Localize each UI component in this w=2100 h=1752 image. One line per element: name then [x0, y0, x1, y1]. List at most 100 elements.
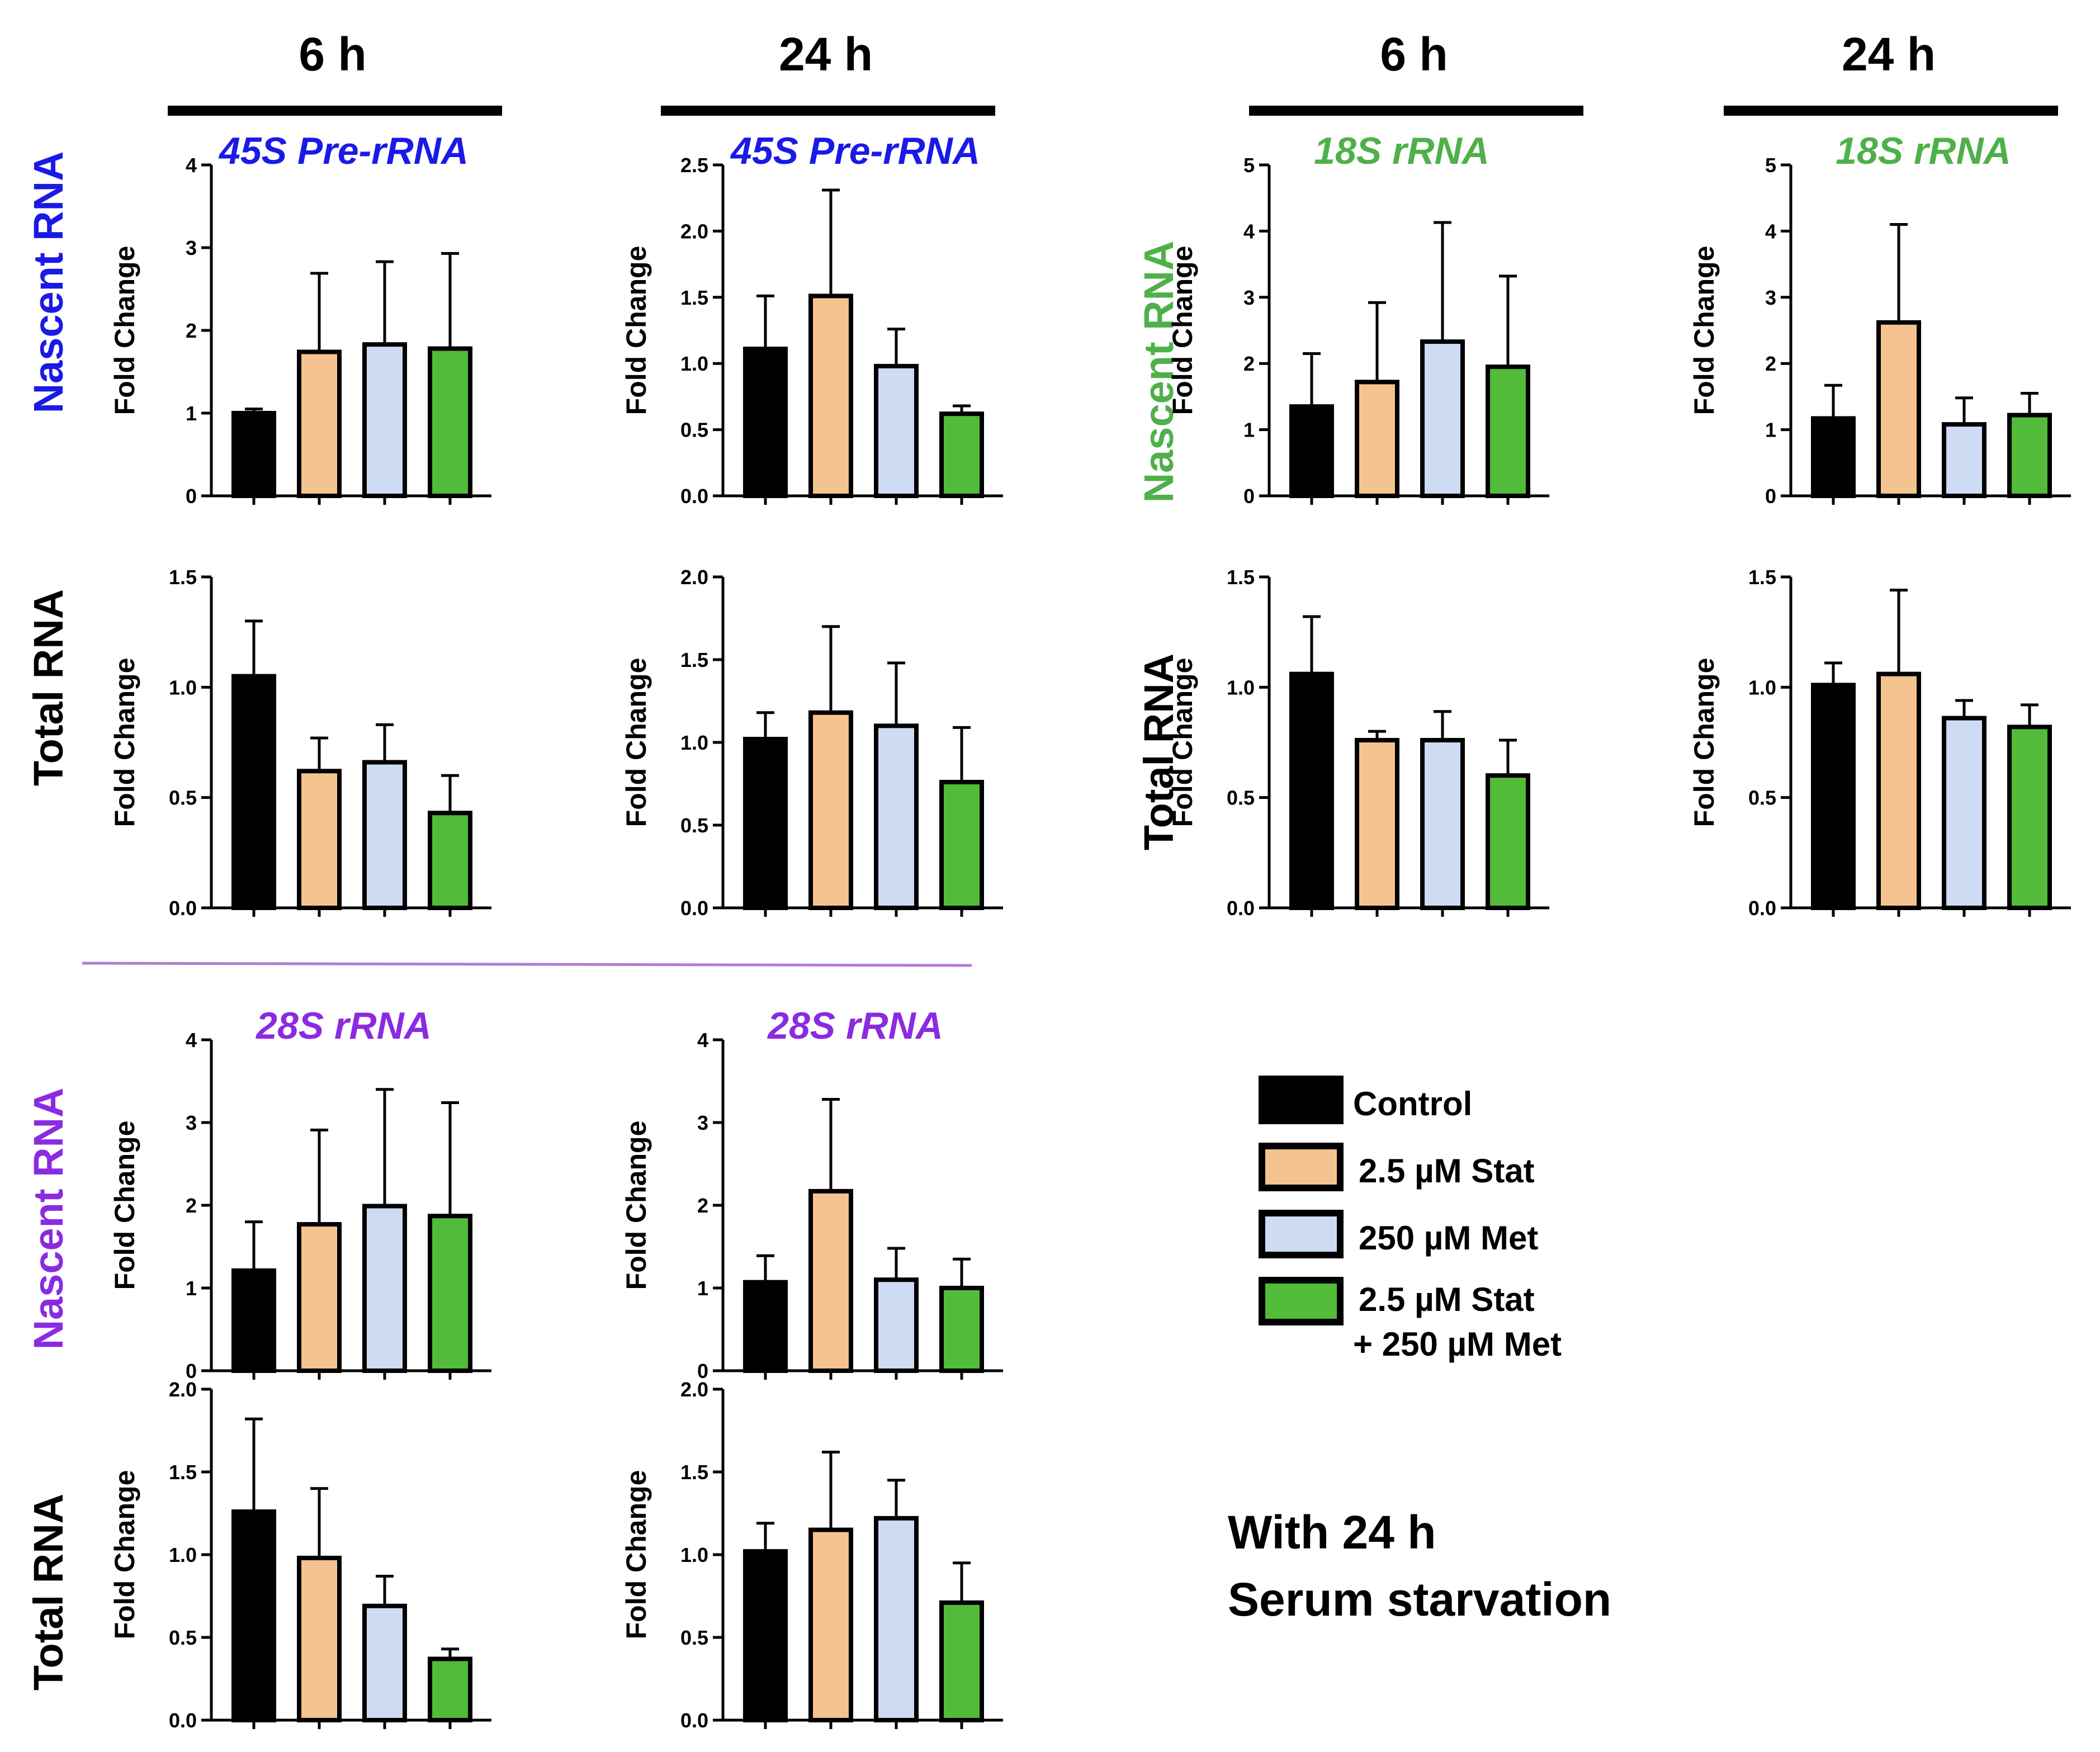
y-tick-label: 2.0 [680, 566, 708, 589]
bar-combo [939, 1600, 984, 1723]
chart-panel-45s-6h-total: 0.0 0.5 1.0 1.5 Fold Change [109, 566, 491, 920]
y-tick-label: 3 [186, 236, 197, 259]
y-axis-label: Fold Change [1688, 246, 1720, 415]
y-tick-label: 1 [697, 1277, 708, 1300]
bar-combo [428, 811, 472, 910]
y-axis-label: Fold Change [109, 658, 140, 827]
note-line-1: With 24 h [1228, 1506, 1436, 1559]
y-axis-label: Fold Change [109, 1470, 140, 1640]
y-tick-label: 2 [1765, 352, 1776, 375]
bar-combo [939, 780, 984, 911]
y-tick-label: 0 [1765, 485, 1776, 508]
y-axis-label: Fold Change [1167, 658, 1198, 827]
y-tick-label: 2.0 [680, 1378, 708, 1401]
y-axis-label: Fold Change [109, 1121, 140, 1290]
legend-swatch-stat [1259, 1143, 1344, 1191]
y-tick-label: 0.5 [169, 1626, 197, 1649]
bar-stat [1355, 380, 1399, 498]
y-tick-label: 5 [1765, 154, 1776, 177]
bar-control [743, 1549, 788, 1723]
y-tick-label: 0.0 [1748, 897, 1776, 920]
column-header-24h-18s: 24 h [1842, 28, 1936, 81]
bar-control [743, 1280, 788, 1373]
bar-met [874, 363, 919, 498]
chart-title: 28S rRNA [255, 1005, 432, 1047]
y-tick-label: 0.0 [1227, 897, 1255, 920]
y-axis-label: Fold Change [621, 1470, 652, 1640]
y-tick-label: 0.5 [1227, 787, 1255, 809]
chart-panel-28s-24h-nascent: 0 1 2 3 4 Fold Change 28S rRNA [621, 1005, 1003, 1382]
bar-control [231, 674, 276, 910]
y-tick-label: 4 [186, 154, 197, 177]
bar-stat [1876, 320, 1921, 498]
bar-control [231, 1509, 276, 1723]
y-tick-label: 1.5 [680, 1461, 708, 1484]
y-tick-label: 0.0 [680, 897, 708, 920]
chart-panel-28s-6h-nascent: 0 1 2 3 4 Fold Change 28S rRNA [109, 1005, 491, 1382]
bar-met [362, 342, 407, 498]
bar-combo [1486, 773, 1530, 910]
y-tick-label: 1 [1243, 419, 1255, 442]
y-tick-label: 3 [1243, 286, 1255, 309]
y-tick-label: 1.5 [1748, 566, 1776, 589]
column-header-6h-18s: 6 h [1380, 28, 1448, 81]
y-axis-label: Fold Change [1167, 246, 1198, 415]
chart-title: 18S rRNA [1836, 130, 2011, 172]
y-tick-label: 4 [1765, 220, 1776, 243]
legend-swatch-combo [1259, 1277, 1344, 1325]
y-tick-label: 0.0 [169, 1709, 197, 1732]
y-tick-label: 1.5 [169, 1461, 197, 1484]
y-tick-label: 3 [1765, 286, 1776, 309]
y-tick-label: 2.0 [169, 1378, 197, 1401]
legend-label-control: Control [1353, 1085, 1472, 1123]
bar-combo [1486, 364, 1530, 498]
chart-panel-18s-24h-nascent: 0 1 2 3 4 5 Fold Change 18S rRNA [1688, 130, 2071, 508]
y-tick-label: 1.5 [680, 286, 708, 309]
bar-stat [297, 349, 342, 498]
chart-title: 45S Pre-rRNA [218, 130, 469, 172]
chart-title: 18S rRNA [1314, 130, 1489, 172]
bar-met [1942, 422, 1987, 498]
y-axis-label: Fold Change [109, 246, 140, 415]
y-tick-label: 2 [186, 1194, 197, 1217]
bar-met [874, 1516, 919, 1722]
y-tick-label: 2 [186, 319, 197, 342]
bar-combo [2007, 413, 2052, 498]
y-tick-label: 1.0 [680, 1543, 708, 1566]
bar-control [1289, 404, 1334, 498]
bar-combo [428, 1214, 472, 1373]
y-tick-label: 1.0 [1227, 676, 1255, 699]
y-tick-label: 1.0 [169, 1543, 197, 1566]
legend-label-met: 250 µM Met [1359, 1219, 1538, 1257]
y-tick-label: 2.5 [680, 154, 708, 177]
y-tick-label: 0 [1243, 485, 1255, 508]
bar-stat [297, 1222, 342, 1374]
section-divider [82, 962, 972, 967]
y-tick-label: 0 [697, 1360, 708, 1382]
y-tick-label: 1 [1765, 419, 1776, 442]
column-header-6h-45s: 6 h [299, 28, 366, 81]
legend-label-combo-line1: 2.5 µM Stat [1359, 1281, 1535, 1318]
y-tick-label: 4 [697, 1029, 708, 1052]
y-tick-label: 0.0 [169, 897, 197, 920]
y-axis-label: Fold Change [1688, 658, 1720, 827]
y-tick-label: 2.0 [680, 220, 708, 243]
bar-stat [1876, 671, 1921, 910]
bar-combo [2007, 725, 2052, 910]
bar-control [1811, 683, 1856, 911]
legend-swatch-control [1259, 1076, 1344, 1124]
bar-met [874, 1277, 919, 1373]
legend: Control 2.5 µM Stat 250 µM Met 2.5 µM St… [1259, 1076, 1562, 1363]
bar-stat [808, 1527, 853, 1723]
y-tick-label: 0 [186, 485, 197, 508]
chart-panel-28s-24h-total: 0.0 0.5 1.0 1.5 2.0 Fold Change [621, 1378, 1003, 1732]
y-tick-label: 1.0 [680, 731, 708, 754]
y-tick-label: 2 [697, 1194, 708, 1217]
chart-panel-18s-6h-total: 0.0 0.5 1.0 1.5 Fold Change [1167, 566, 1549, 920]
y-tick-label: 0.0 [680, 485, 708, 508]
y-tick-label: 1 [186, 402, 197, 425]
row-label-nascent-45s: Nascent RNA [25, 151, 72, 414]
row-label-total-45s: Total RNA [25, 589, 72, 786]
y-tick-label: 5 [1243, 154, 1255, 177]
